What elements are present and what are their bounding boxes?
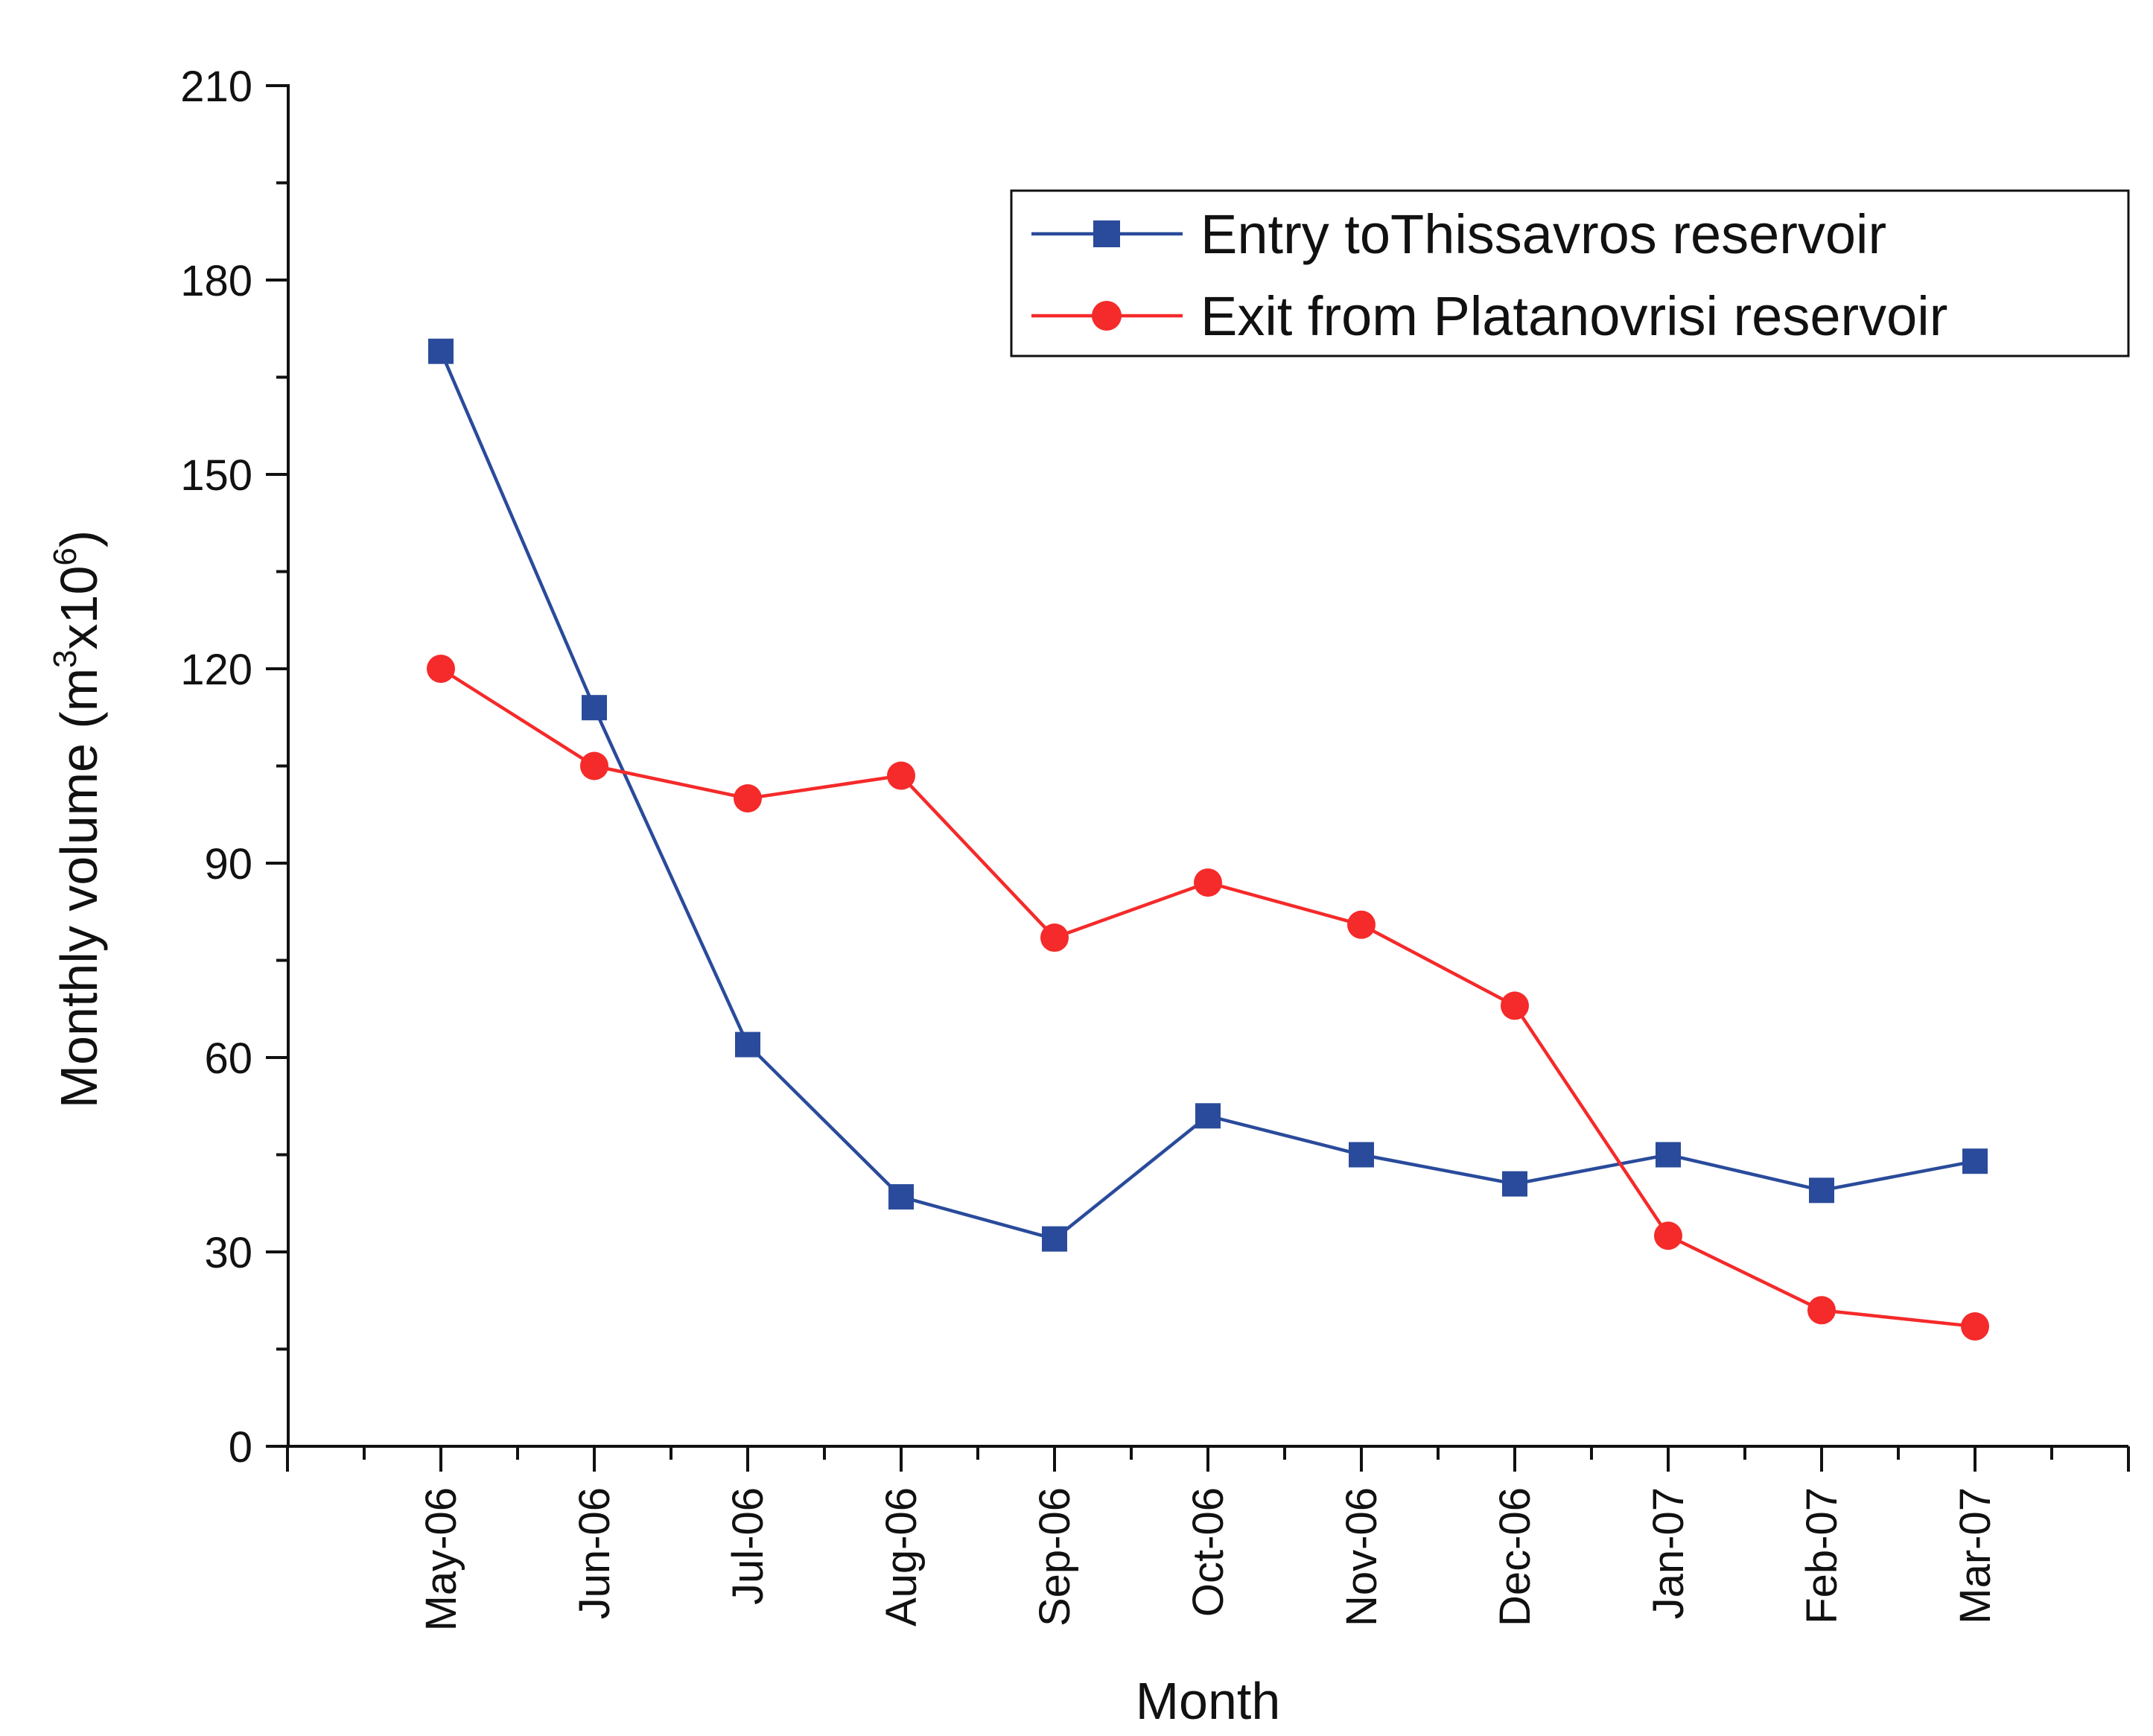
data-point: [1040, 923, 1069, 953]
y-axis-title-middle: x10: [50, 566, 108, 650]
y-axis-title-suffix: ): [50, 530, 108, 547]
x-tick-label: Oct-06: [1184, 1487, 1233, 1617]
y-tick-label: 120: [180, 646, 252, 694]
data-point: [1654, 1221, 1682, 1250]
data-point: [580, 751, 608, 780]
x-tick-label: May-06: [417, 1487, 465, 1631]
data-point: [427, 655, 455, 683]
y-tick-label: 180: [180, 257, 252, 305]
series-line: [439, 667, 1976, 1329]
data-point: [888, 1184, 914, 1210]
data-point: [428, 338, 454, 364]
series-1: [428, 338, 1988, 1252]
y-tick-label: 210: [180, 63, 252, 111]
data-point: [1194, 868, 1222, 897]
x-tick-label: Aug-06: [877, 1487, 926, 1627]
y-tick-label: 60: [204, 1034, 252, 1083]
data-point: [735, 1031, 760, 1058]
data-point: [1656, 1142, 1681, 1168]
x-tick-label: Jan-07: [1644, 1487, 1693, 1619]
y-axis-title-sup1: 3: [47, 649, 83, 667]
data-point: [1042, 1226, 1067, 1252]
data-point: [1961, 1312, 1989, 1341]
data-point: [582, 695, 607, 721]
legend-box: [1010, 189, 2130, 357]
x-tick-label: Sep-06: [1031, 1487, 1079, 1627]
y-axis-title-sup2: 6: [47, 547, 83, 565]
data-point: [887, 761, 915, 790]
y-axis-title: Monthly volume (m3x106): [47, 530, 108, 1108]
y-tick-label: 0: [229, 1423, 252, 1472]
x-axis-title: Month: [1136, 1672, 1281, 1730]
data-point: [1807, 1296, 1836, 1325]
series-layer: [427, 338, 1989, 1341]
data-point: [1809, 1177, 1834, 1204]
y-tick-label: 30: [204, 1229, 252, 1277]
data-point: [734, 784, 762, 813]
y-axis-title-prefix: Monthly volume (m: [50, 668, 108, 1108]
x-tick-label: Jun-06: [570, 1487, 619, 1619]
x-tick-label: Nov-06: [1338, 1487, 1386, 1627]
legend-label: Exit from Platanovrisi reservoir: [1200, 285, 1947, 347]
series-2: [427, 655, 1989, 1341]
x-tick-label: Mar-07: [1951, 1487, 2000, 1624]
y-tick-label: 90: [204, 840, 252, 888]
legend: Entry toThissavros reservoir Exit from Pl…: [1010, 189, 2130, 357]
y-tick-label: 150: [180, 451, 252, 500]
x-tick-label: Jul-06: [724, 1487, 772, 1605]
axes: 0 30 60 90 120 150 180 210 May-06 Jun-06 Jul-06 Aug…: [180, 63, 2130, 1631]
data-point: [1349, 1142, 1374, 1168]
data-point: [1962, 1148, 1988, 1174]
x-tick-label: Dec-06: [1491, 1487, 1539, 1627]
data-point: [1501, 991, 1529, 1020]
data-point: [1502, 1171, 1527, 1197]
x-tick-label: Feb-07: [1798, 1487, 1846, 1624]
data-point: [1195, 1103, 1221, 1129]
legend-marker: [1093, 220, 1120, 247]
legend-label: Entry toThissavros reservoir: [1200, 203, 1886, 265]
legend-marker: [1092, 301, 1122, 331]
data-point: [1347, 910, 1376, 939]
